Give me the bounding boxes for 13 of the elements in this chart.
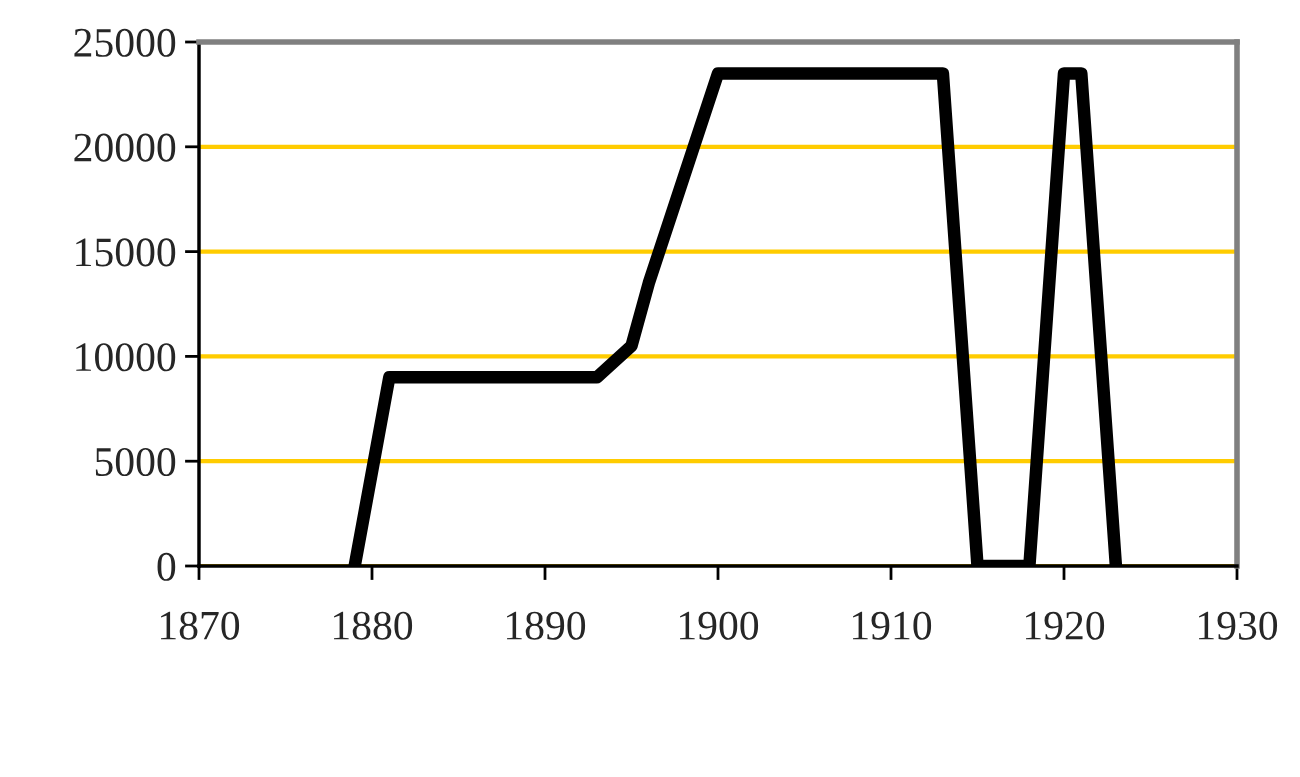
x-tick-label: 1930 <box>1199 611 1278 640</box>
y-tick-label: 15000 <box>76 238 176 267</box>
y-tick-label: 5000 <box>95 447 176 477</box>
x-tick-label: 1910 <box>853 611 932 640</box>
x-tick-label: 1870 <box>161 611 240 640</box>
y-tick-label: 20000 <box>74 133 176 162</box>
y-tick-label: 10000 <box>76 343 176 372</box>
x-tick-label: 1920 <box>1026 611 1105 640</box>
x-tick-label: 1890 <box>507 611 586 640</box>
x-tick-label: 1880 <box>334 611 413 640</box>
y-tick-label: 0 <box>157 552 176 581</box>
y-tick-label: 25000 <box>74 28 176 57</box>
x-tick-label: 1900 <box>680 611 759 640</box>
